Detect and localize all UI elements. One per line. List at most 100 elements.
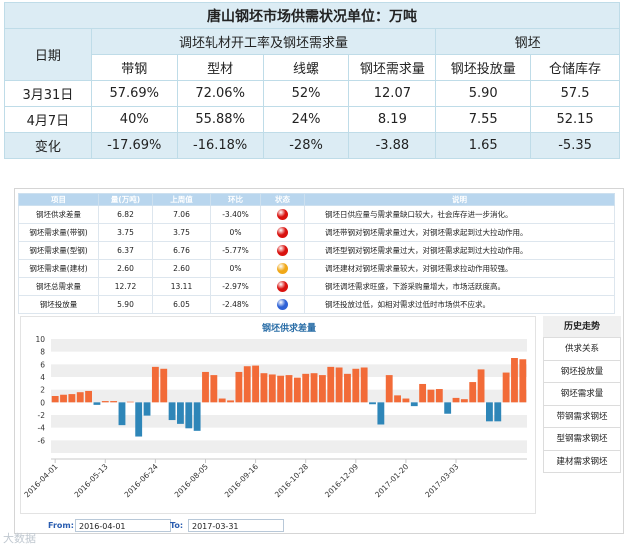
bar: [477, 369, 485, 403]
cell: -5.35: [530, 132, 620, 159]
menu-item-billet-supply[interactable]: 钢坯投放量: [543, 360, 621, 383]
bar: [293, 377, 301, 403]
bar: [168, 402, 176, 421]
status-prev: 6.76: [152, 241, 211, 260]
bar: [360, 367, 368, 403]
cell: 12.07: [348, 80, 437, 107]
status-prev: 6.05: [152, 295, 211, 314]
bar: [51, 396, 59, 403]
change-label: 变化: [4, 132, 92, 159]
bar: [377, 402, 385, 425]
col-header: 型材: [176, 54, 264, 81]
bar: [394, 395, 401, 403]
to-date-input[interactable]: 2017-03-31: [188, 519, 284, 532]
status-qty: 12.72: [98, 277, 153, 296]
status-item: 钢坯需求量(型钢): [18, 241, 99, 260]
supply-demand-gap-chart: 钢坯供求差量 -6 -4 -2 0 2 4 6 8 10 2016-04-01 2016-05-13 2…: [22, 322, 527, 499]
bar: [243, 366, 251, 403]
status-dot-icon: [277, 245, 288, 256]
col-header: 仓储库存: [530, 54, 620, 81]
bar: [151, 366, 159, 403]
y-tick-label: -6: [38, 436, 46, 445]
cell: 52.15: [530, 106, 620, 133]
status-change: -2.48%: [210, 295, 261, 314]
status-table: 项目 量(万吨) 上周值 环比 状态 说明 钢坯供求差量 6.82 7.06 -3.4…: [18, 193, 615, 314]
bar: [252, 365, 260, 403]
cell: -3.88: [348, 132, 437, 159]
cell: 52%: [262, 80, 350, 107]
status-light: [260, 259, 305, 278]
table-title: 唐山钢坯市场供需状况单位：万吨: [4, 2, 620, 29]
menu-item-section-demand[interactable]: 型钢需求钢坯: [543, 428, 621, 451]
status-qty: 5.90: [98, 295, 153, 314]
grid-band: [51, 339, 527, 352]
bar: [177, 402, 184, 424]
status-prev: 2.60: [152, 259, 211, 278]
x-tick-label: 2016-05-13: [73, 462, 110, 499]
status-header: 状态: [260, 193, 305, 206]
col-header: 带钢: [90, 54, 178, 81]
supply-demand-table: 唐山钢坯市场供需状况单位：万吨 日期 调坯轧材开工率及钢坯需求量 钢坯 带钢 型…: [4, 2, 620, 159]
from-label: From: [48, 521, 71, 530]
bar: [494, 402, 502, 422]
x-tick-label: 2017-01-20: [373, 462, 410, 499]
bar: [435, 389, 443, 403]
status-row: 钢坯投放量 5.90 6.05 -2.48% 钢坯投放过低，如相对需求过低时市场供不应求…: [18, 295, 615, 314]
bar: [285, 375, 293, 403]
cell: 7.55: [435, 106, 532, 133]
status-qty: 2.60: [98, 259, 153, 278]
menu-item-billet-demand[interactable]: 钢坯需求量: [543, 383, 621, 406]
bar: [385, 375, 393, 403]
status-header: 上周值: [152, 193, 211, 206]
bar: [110, 401, 118, 403]
bar: [126, 401, 134, 403]
chart-title: 钢坯供求差量: [262, 322, 316, 334]
status-change: 0%: [210, 259, 261, 278]
row-date: 4月7日: [4, 106, 92, 133]
status-header: 环比: [210, 193, 261, 206]
to-range: To: 2017-03-31: [170, 519, 290, 532]
x-tick-label: 2016-09-16: [223, 462, 260, 499]
bar: [335, 367, 343, 403]
grid-band: [51, 364, 527, 377]
cell: 5.90: [435, 80, 532, 107]
bar: [76, 392, 84, 403]
cell: 57.5: [530, 80, 620, 107]
bar: [427, 389, 435, 403]
menu-item-rebar-demand[interactable]: 建材需求钢坯: [543, 450, 621, 473]
bar: [410, 402, 418, 407]
bar: [193, 402, 201, 431]
bar: [344, 373, 351, 403]
x-tick-label: 2016-12-09: [323, 462, 360, 499]
to-label: To: [170, 521, 180, 530]
status-light: [260, 295, 305, 314]
cell: 57.69%: [90, 80, 178, 107]
menu-item-strip-demand[interactable]: 带钢需求钢坯: [543, 405, 621, 428]
col-header: 钢坯需求量: [348, 54, 437, 81]
bar: [310, 373, 318, 403]
cell: 55.88%: [176, 106, 264, 133]
status-qty: 6.82: [98, 205, 153, 224]
bar: [352, 368, 360, 403]
bar: [327, 366, 335, 403]
from-range: From: 2016-04-01: [48, 519, 171, 532]
status-light: [260, 241, 305, 260]
bar: [93, 402, 101, 405]
status-header: 项目: [18, 193, 99, 206]
bar: [268, 374, 276, 403]
status-item: 钢坯需求量(建材): [18, 259, 99, 278]
x-tick-label: 2017-03-03: [423, 462, 460, 499]
from-date-input[interactable]: 2016-04-01: [75, 519, 171, 532]
y-tick-label: -2: [38, 411, 46, 420]
status-change: -5.77%: [210, 241, 261, 260]
bar: [485, 402, 493, 422]
status-desc: 钢坯调坯需求旺盛，下游采购量增大，市场活跃度高。: [304, 277, 615, 296]
bar: [85, 390, 93, 403]
bar: [519, 359, 527, 403]
status-dot-icon: [277, 281, 288, 292]
col-header: 钢坯投放量: [435, 54, 532, 81]
bar: [143, 402, 151, 416]
y-tick-label: 4: [40, 373, 45, 382]
menu-item-supply-demand[interactable]: 供求关系: [543, 338, 621, 361]
bar: [302, 373, 310, 403]
